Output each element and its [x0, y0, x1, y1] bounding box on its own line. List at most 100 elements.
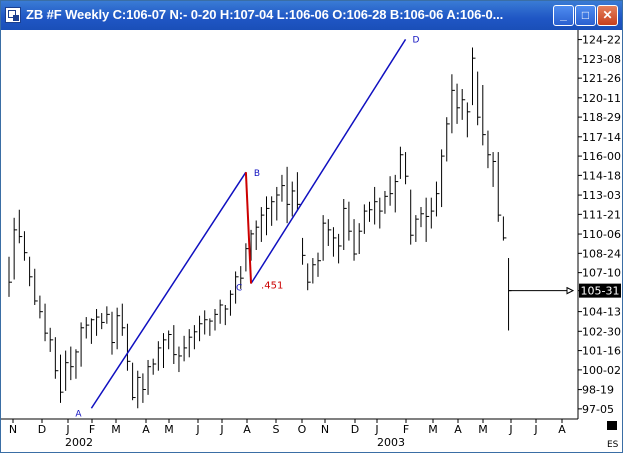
price-tick-label: 117-14: [582, 131, 621, 144]
price-bar: [23, 231, 28, 261]
price-bar: [75, 349, 79, 379]
retracement-line: [244, 172, 253, 284]
chart-window-icon[interactable]: [5, 7, 21, 23]
price-bar: [312, 258, 316, 284]
price-tick-label: 101-16: [582, 345, 621, 358]
price-bar: [266, 196, 270, 236]
price-bar: [327, 219, 332, 246]
month-label: J: [533, 423, 537, 436]
price-bar: [502, 216, 507, 241]
price-bar: [229, 290, 234, 316]
minimize-button[interactable]: _: [553, 5, 574, 26]
price-bar: [332, 227, 337, 257]
price-bar: [168, 330, 172, 350]
price-tick-label: 118-29: [582, 111, 621, 124]
price-bar: [85, 317, 90, 339]
price-bar: [430, 197, 435, 229]
price-chart[interactable]: .451 A B C D 124-22 123-08 121-26 120-11 118-29…: [1, 30, 622, 452]
price-tick-label: 102-30: [582, 325, 621, 338]
price-bar: [60, 354, 64, 403]
price-bar: [425, 197, 430, 242]
corner-square[interactable]: [607, 421, 617, 430]
price-bar: [255, 220, 260, 250]
price-bar: [415, 215, 419, 242]
price-tick-label: 100-02: [582, 364, 621, 377]
title-bar[interactable]: ZB #F Weekly C:106-07 N:- 0-20 H:107-04 …: [1, 1, 622, 30]
chart-area[interactable]: .451 A B C D 124-22 123-08 121-26 120-11 118-29…: [1, 30, 622, 452]
trendline: [90, 171, 247, 409]
month-label: J: [508, 423, 512, 436]
price-bar: [126, 323, 131, 371]
pattern-points: A B C D: [75, 35, 419, 419]
price-bar: [322, 215, 327, 261]
price-bar: [152, 358, 157, 375]
price-tick-label: 114-18: [582, 169, 621, 182]
month-label: M: [478, 423, 488, 436]
month-label: N: [321, 423, 329, 436]
price-bar: [18, 209, 23, 244]
month-label: O: [298, 423, 307, 436]
price-bar: [142, 373, 146, 403]
price-bar: [508, 258, 512, 331]
month-label: A: [454, 423, 462, 436]
price-bar: [245, 243, 249, 272]
month-label: A: [558, 423, 566, 436]
month-label: D: [38, 423, 46, 436]
price-bar: [214, 309, 218, 331]
price-bar: [193, 325, 198, 350]
price-tick-label: 98-19: [582, 384, 614, 397]
price-bar: [34, 268, 38, 305]
price-tick-label: 124-22: [582, 34, 621, 47]
month-label: N: [9, 423, 17, 436]
price-bar: [121, 303, 126, 336]
price-bar: [492, 152, 497, 187]
price-bar: [348, 201, 352, 241]
price-bar: [338, 233, 342, 264]
year-label: 2003: [377, 436, 405, 449]
price-tick-label: 108-24: [582, 247, 621, 260]
price-bar: [482, 84, 486, 146]
price-bar: [281, 174, 285, 202]
price-bar: [446, 117, 450, 162]
price-bar: [39, 295, 43, 319]
price-bar: [472, 47, 476, 106]
month-label: F: [403, 423, 409, 436]
price-bar: [188, 329, 193, 358]
price-bar: [317, 252, 321, 277]
price-bar: [219, 299, 224, 324]
current-price-label: 105-31: [581, 285, 620, 298]
price-bar: [497, 152, 502, 222]
price-axis[interactable]: 124-22 123-08 121-26 120-11 118-29 117-14 116-…: [578, 34, 621, 416]
price-bar: [163, 333, 167, 369]
price-tick-label: 107-10: [582, 267, 621, 280]
price-bar: [441, 149, 445, 208]
price-bar: [399, 146, 404, 179]
month-label: F: [89, 423, 95, 436]
time-axis[interactable]: N D J F M A M J J A S O N D J F M A M J J A 2002 2003: [9, 419, 566, 449]
trendline: [250, 38, 407, 284]
point-label-a: A: [75, 409, 82, 419]
price-tick-label: 113-03: [582, 189, 621, 202]
price-bar: [80, 322, 85, 367]
close-button[interactable]: ✕: [597, 5, 618, 26]
month-label: J: [65, 423, 69, 436]
price-bar: [405, 152, 409, 185]
price-bar: [451, 74, 455, 134]
price-bar: [363, 204, 368, 234]
point-label-b: B: [254, 169, 260, 179]
price-bar: [374, 186, 378, 225]
price-bars: [8, 47, 567, 409]
price-bar: [276, 186, 280, 221]
price-bar: [132, 362, 136, 401]
maximize-button[interactable]: □: [575, 5, 596, 26]
price-bar: [487, 130, 491, 169]
month-label: D: [351, 423, 359, 436]
current-price-arrow: [566, 286, 575, 295]
window-title: ZB #F Weekly C:106-07 N:- 0-20 H:107-04 …: [26, 7, 504, 22]
price-bar: [461, 89, 466, 120]
price-bar: [389, 176, 394, 206]
month-label: M: [164, 423, 174, 436]
price-tick-label: 111-21: [582, 208, 621, 221]
corner-label: ES: [607, 440, 619, 450]
price-bar: [286, 166, 291, 224]
